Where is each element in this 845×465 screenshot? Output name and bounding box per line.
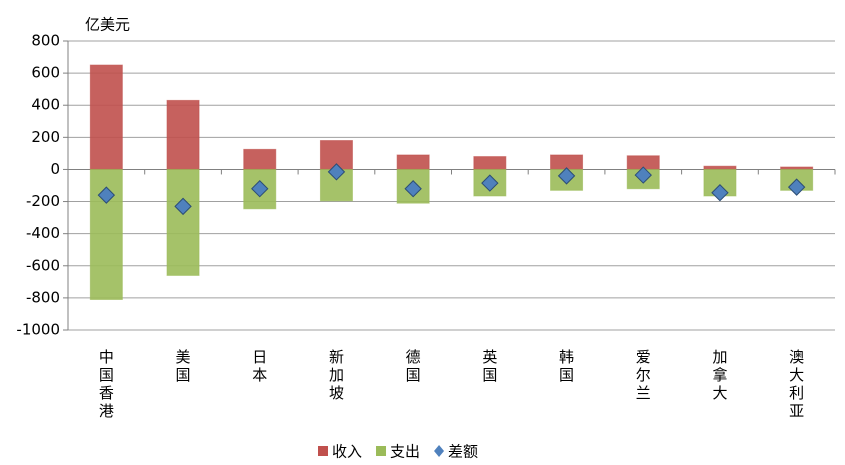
legend-marker — [434, 445, 445, 457]
x-tick-label: 爱尔兰 — [636, 348, 651, 402]
y-tick-label: -800 — [26, 288, 60, 306]
bar — [243, 148, 277, 170]
diamond-marker — [404, 180, 422, 198]
diamond-marker — [174, 197, 192, 216]
diamond-marker — [711, 184, 729, 202]
bar — [396, 154, 430, 170]
x-tick-label: 美国 — [176, 348, 191, 384]
y-tick-label: 800 — [31, 32, 60, 50]
legend-label: 差额 — [448, 443, 478, 461]
x-tick-label: 英国 — [482, 348, 497, 384]
diamond-marker — [634, 166, 652, 184]
legend-label: 支出 — [390, 443, 420, 461]
x-tick-label: 新加坡 — [329, 348, 344, 402]
diamond-marker — [251, 180, 269, 198]
x-tick-label: 日本 — [252, 348, 267, 384]
y-tick-label: -400 — [26, 224, 60, 242]
x-tick-label: 德国 — [406, 348, 421, 384]
y-tick-label: -600 — [26, 256, 60, 274]
legend-label: 收入 — [332, 443, 362, 461]
y-tick-label: 400 — [31, 96, 60, 114]
bar — [89, 64, 123, 170]
y-tick-label: 0 — [50, 160, 60, 178]
diamond-marker — [327, 163, 346, 181]
bar — [166, 99, 200, 170]
bar — [473, 156, 507, 170]
diamond-marker — [481, 174, 499, 192]
diamond-marker — [787, 178, 806, 196]
y-tick-label: 600 — [31, 64, 60, 82]
x-tick-label: 中国香港 — [99, 348, 114, 420]
x-tick-label: 加拿大 — [712, 348, 727, 402]
x-tick-label: 澳大利亚 — [789, 348, 804, 420]
bar — [166, 168, 200, 276]
diamond-marker — [97, 186, 116, 204]
x-tick-label: 韩国 — [559, 348, 574, 384]
y-tick-label: -200 — [26, 192, 60, 210]
diamond-marker — [557, 167, 576, 185]
y-tick-label: -1000 — [16, 321, 60, 339]
legend-marker — [376, 446, 387, 456]
y-tick-label: 200 — [31, 128, 60, 146]
y-axis-unit: 亿美元 — [85, 16, 130, 34]
legend-marker — [318, 446, 328, 456]
